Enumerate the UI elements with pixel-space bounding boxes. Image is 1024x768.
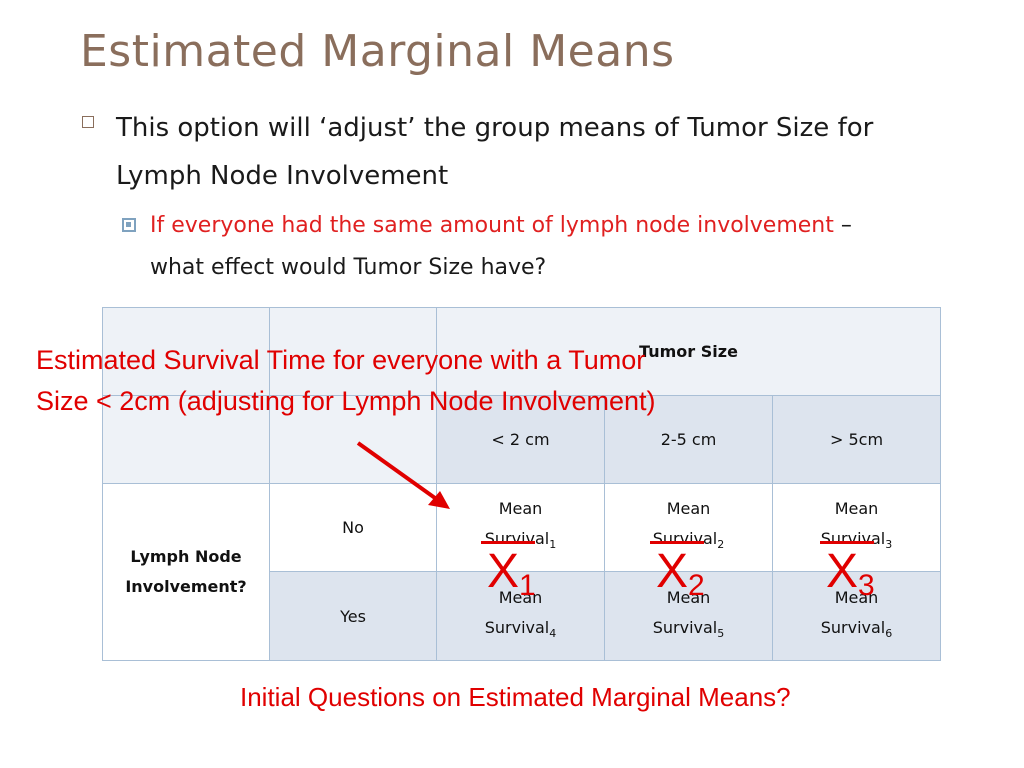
bullet-level2-red-text: If everyone had the same amount of lymph… <box>150 213 834 238</box>
cell-word-mean: Mean <box>834 499 879 519</box>
xbar-subscript: 2 <box>688 569 705 602</box>
table-corner-cell <box>102 395 270 484</box>
slide-title: Estimated Marginal Means <box>80 26 675 77</box>
bullet-level2-text: If everyone had the same amount of lymph… <box>150 205 902 289</box>
table-cell: Mean Survival1 <box>436 483 605 572</box>
bullet-level2-rest-text: – what effect would Tumor Size have? <box>150 213 852 280</box>
xbar-letter: X <box>487 545 520 598</box>
hollow-square-bullet-icon <box>82 116 94 128</box>
table-corner-cell <box>102 307 270 396</box>
table-corner-cell <box>269 307 437 396</box>
footer-question: Initial Questions on Estimated Marginal … <box>240 682 791 712</box>
cell-subscript: 6 <box>885 627 893 641</box>
table-cell: Mean Survival4 <box>436 571 605 661</box>
cell-subscript: 4 <box>549 627 557 641</box>
means-table: Tumor Size < 2 cm 2-5 cm > 5cm Lymph Nod… <box>102 307 941 661</box>
xbar-letter: X <box>656 545 689 598</box>
cell-subscript: 3 <box>885 538 893 552</box>
filled-square-bullet-icon <box>122 218 136 232</box>
col-header-2to5: 2-5 cm <box>604 395 773 484</box>
table-cell: Mean Survival5 <box>604 571 773 661</box>
cell-word-mean: Mean <box>666 499 711 519</box>
cell-word-mean: Mean <box>666 587 711 607</box>
cell-word-survival: Survival <box>820 617 886 637</box>
xbar-overline <box>481 541 535 544</box>
xbar-1: X1 <box>481 541 536 602</box>
col-header-gt5: > 5cm <box>772 395 941 484</box>
xbar-letter: X <box>826 545 859 598</box>
callout-arrow-icon <box>356 441 450 509</box>
row-header-no: No <box>269 483 437 572</box>
cell-word-survival: Survival <box>652 617 718 637</box>
table-cell: Mean Survival3 <box>772 483 941 572</box>
cell-subscript: 5 <box>717 627 725 641</box>
bullet-level1-text: This option will ‘adjust’ the group mean… <box>116 113 874 191</box>
row-header-yes: Yes <box>269 571 437 661</box>
lymph-node-header: Lymph Node Involvement? <box>102 483 270 661</box>
xbar-subscript: 1 <box>519 569 536 602</box>
xbar-2: X2 <box>650 541 705 602</box>
bullet-level1: This option will ‘adjust’ the group mean… <box>82 104 966 200</box>
xbar-overline <box>820 541 874 544</box>
cell-word-mean: Mean <box>498 499 543 519</box>
col-header-lt2: < 2 cm <box>436 395 605 484</box>
xbar-overline <box>650 541 704 544</box>
cell-word-mean: Mean <box>834 587 879 607</box>
xbar-subscript: 3 <box>858 569 875 602</box>
cell-subscript: 1 <box>549 538 557 552</box>
table-cell: Mean Survival6 <box>772 571 941 661</box>
bullet-level2: If everyone had the same amount of lymph… <box>122 205 902 289</box>
cell-word-survival: Survival <box>484 617 550 637</box>
cell-subscript: 2 <box>717 538 725 552</box>
callout-text: Estimated Survival Time for everyone wit… <box>36 345 656 416</box>
cell-word-mean: Mean <box>498 587 543 607</box>
xbar-3: X3 <box>820 541 875 602</box>
